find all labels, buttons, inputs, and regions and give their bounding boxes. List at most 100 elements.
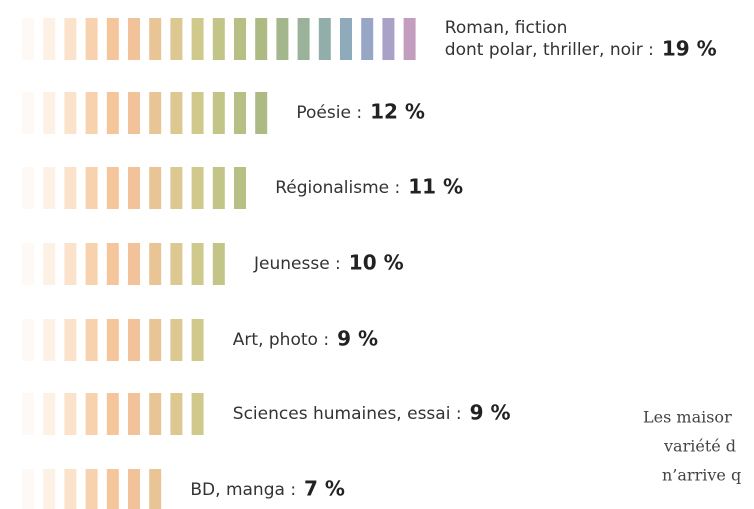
stripe xyxy=(170,92,183,134)
stripe xyxy=(43,393,56,435)
stripe xyxy=(106,393,119,435)
stripe xyxy=(170,167,183,209)
stripe xyxy=(43,319,56,361)
stripe xyxy=(382,18,395,60)
bar xyxy=(22,167,246,209)
stripe xyxy=(128,92,140,134)
stripe xyxy=(85,393,98,435)
value-label: 7 % xyxy=(304,477,345,501)
stripe xyxy=(149,469,162,509)
value-label: 19 % xyxy=(662,37,717,61)
stripe xyxy=(64,92,77,134)
stripe xyxy=(128,319,140,361)
bar xyxy=(22,393,204,435)
stripe xyxy=(170,18,183,60)
value-label: 10 % xyxy=(349,251,404,275)
stripe xyxy=(106,92,119,134)
label-line: Jeunesse : xyxy=(253,254,341,274)
category-label: Jeunesse : xyxy=(253,254,341,274)
stripe xyxy=(212,167,225,209)
stripe xyxy=(85,92,98,134)
stripe xyxy=(64,393,77,435)
stripe xyxy=(191,393,204,435)
stripe xyxy=(170,393,183,435)
stripe xyxy=(85,167,98,209)
category-label: BD, manga : xyxy=(190,480,296,500)
annotation: Les maisor xyxy=(643,408,732,427)
stripe xyxy=(64,469,77,509)
stripe xyxy=(403,18,416,60)
stripe xyxy=(255,92,268,134)
stripe xyxy=(276,18,289,60)
stripe xyxy=(22,319,34,361)
stripe xyxy=(361,18,374,60)
stripe xyxy=(85,319,98,361)
stripe xyxy=(128,18,140,60)
value-label: 11 % xyxy=(408,175,463,199)
value-label: 12 % xyxy=(370,100,425,124)
stripe xyxy=(234,167,246,209)
stripe xyxy=(191,319,204,361)
stripe xyxy=(318,18,331,60)
stripe xyxy=(191,243,204,285)
stripe xyxy=(64,167,77,209)
stripe xyxy=(43,469,56,509)
stripe xyxy=(191,167,204,209)
stripe xyxy=(43,167,56,209)
stripe xyxy=(22,393,34,435)
stripe xyxy=(64,319,77,361)
category-label: Poésie : xyxy=(296,103,362,123)
stripe xyxy=(106,469,119,509)
stripe xyxy=(297,18,310,60)
stripe xyxy=(170,319,183,361)
stripe xyxy=(64,18,77,60)
stripe xyxy=(149,393,162,435)
stripe xyxy=(22,243,34,285)
value-label: 9 % xyxy=(337,327,378,351)
label-line: Régionalisme : xyxy=(275,178,400,198)
stripe xyxy=(191,18,204,60)
stripe xyxy=(85,18,98,60)
stripe xyxy=(149,18,162,60)
stripe xyxy=(64,243,77,285)
annotation: n’arrive q xyxy=(662,466,741,485)
label-line: Sciences humaines, essai : xyxy=(233,404,462,424)
stripe xyxy=(340,18,352,60)
stripe xyxy=(212,18,225,60)
bar xyxy=(22,92,268,134)
stripe xyxy=(85,469,98,509)
stripe xyxy=(212,92,225,134)
stripe xyxy=(85,243,98,285)
category-label: Roman, fiction dont polar, thriller, noir… xyxy=(445,18,654,60)
stripe xyxy=(22,92,34,134)
stripe xyxy=(149,319,162,361)
bar xyxy=(22,319,204,361)
stripe xyxy=(128,167,140,209)
stripe xyxy=(149,167,162,209)
stripe xyxy=(43,92,56,134)
stripe xyxy=(128,393,140,435)
stripe xyxy=(234,18,246,60)
stripe xyxy=(191,92,204,134)
stripe xyxy=(212,243,225,285)
stripe xyxy=(106,167,119,209)
category-label: Régionalisme : xyxy=(275,178,400,198)
bar xyxy=(22,18,416,60)
label-line: dont polar, thriller, noir : xyxy=(445,40,654,60)
label-line: BD, manga : xyxy=(190,480,296,500)
stripe xyxy=(22,167,34,209)
stripe xyxy=(255,18,268,60)
label-line: Poésie : xyxy=(296,103,362,123)
label-line: Art, photo : xyxy=(233,330,329,350)
stripe xyxy=(106,243,119,285)
bar xyxy=(22,243,225,285)
category-label: Sciences humaines, essai : xyxy=(233,404,462,424)
stripe xyxy=(22,18,34,60)
stripe xyxy=(43,18,56,60)
value-label: 9 % xyxy=(470,401,511,425)
stripe xyxy=(22,469,34,509)
annotation: variété d xyxy=(663,437,736,456)
category-label: Art, photo : xyxy=(233,330,329,350)
stripe xyxy=(106,18,119,60)
